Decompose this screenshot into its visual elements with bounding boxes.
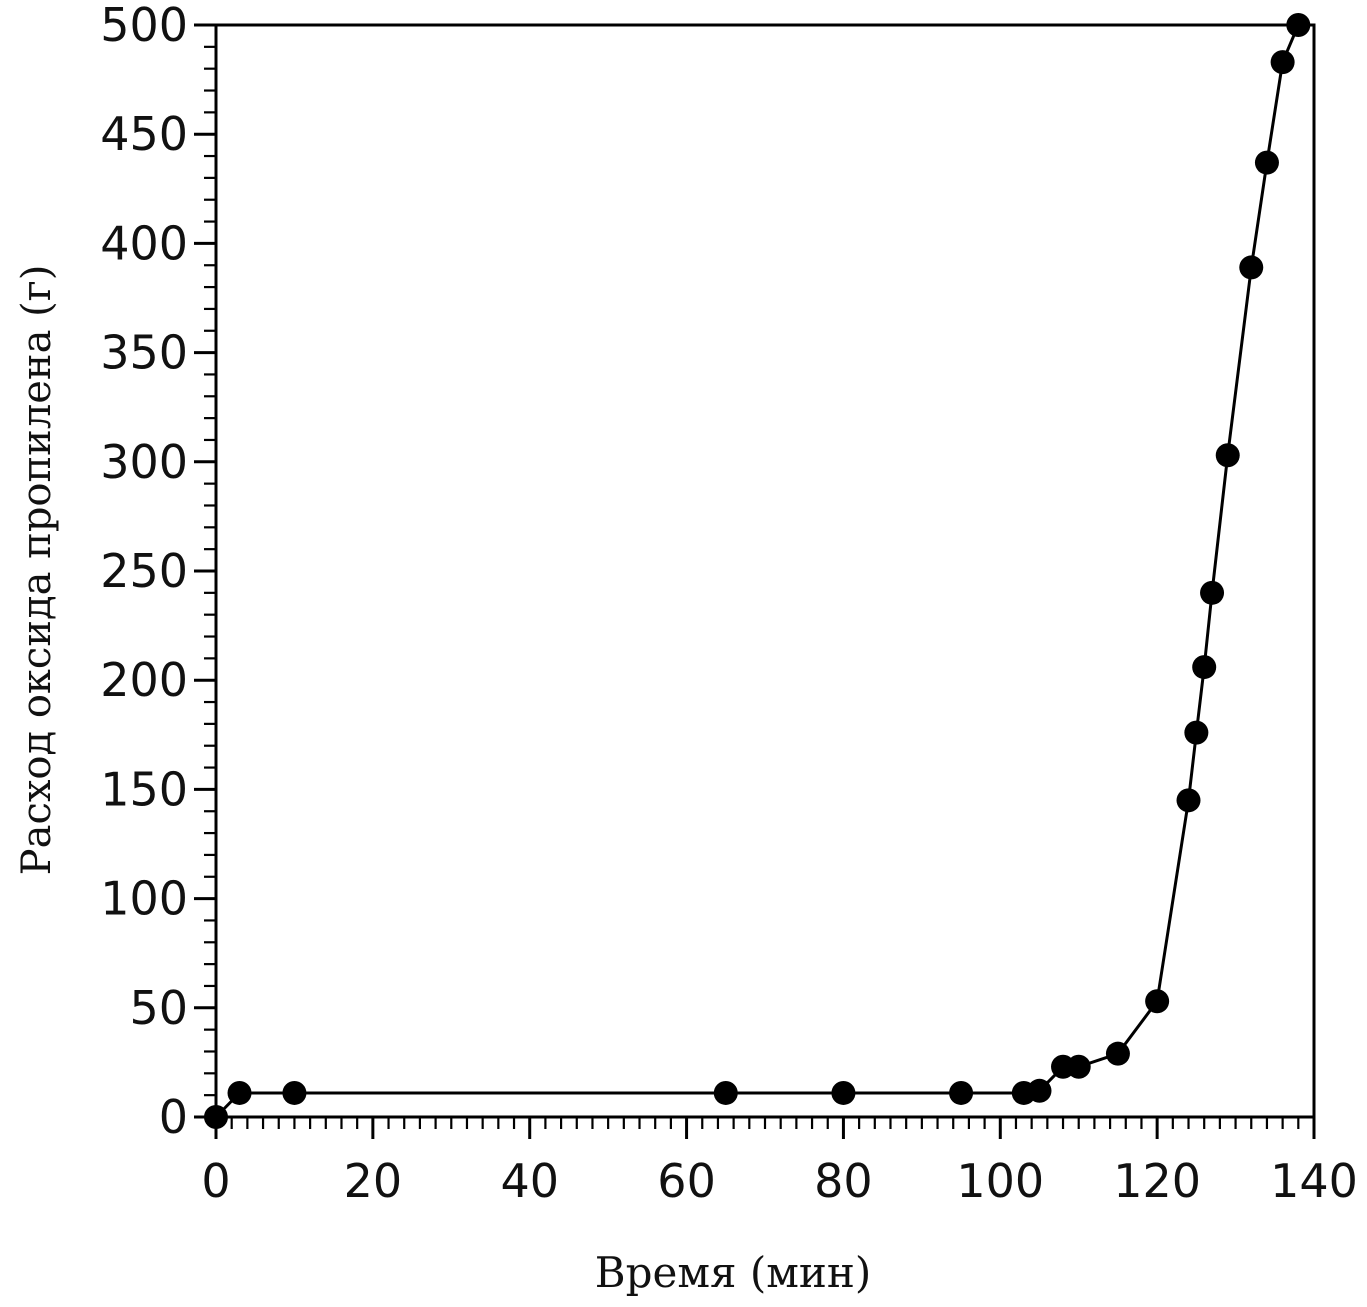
data-point	[1239, 255, 1263, 279]
plot-frame	[216, 25, 1314, 1117]
x-tick-label: 20	[344, 1154, 403, 1208]
data-point	[1286, 13, 1310, 37]
x-tick-label: 120	[1113, 1154, 1201, 1208]
data-point	[204, 1105, 228, 1129]
y-tick-label: 350	[100, 326, 188, 380]
x-tick-label: 0	[201, 1154, 230, 1208]
data-point	[1192, 655, 1216, 679]
y-tick-label: 100	[100, 872, 188, 926]
x-tick-label: 40	[500, 1154, 559, 1208]
x-tick-label: 140	[1270, 1154, 1358, 1208]
data-point	[1255, 151, 1279, 175]
data-point	[1177, 788, 1201, 812]
x-axis-title: Время (мин)	[595, 1248, 872, 1297]
y-tick-label: 500	[100, 0, 188, 52]
x-tick-label: 80	[814, 1154, 873, 1208]
x-tick-label: 60	[657, 1154, 716, 1208]
data-point	[1271, 50, 1295, 74]
data-point	[1106, 1042, 1130, 1066]
x-tick-label: 100	[956, 1154, 1044, 1208]
y-tick-label: 250	[100, 544, 188, 598]
y-tick-label: 300	[100, 435, 188, 489]
data-point	[228, 1081, 252, 1105]
data-point	[831, 1081, 855, 1105]
data-point	[1067, 1055, 1091, 1079]
data-point	[1200, 581, 1224, 605]
data-point	[1216, 443, 1240, 467]
data-point	[949, 1081, 973, 1105]
y-tick-label: 400	[100, 216, 188, 270]
y-tick-label: 200	[100, 653, 188, 707]
data-point	[1145, 989, 1169, 1013]
y-axis-title: Расход оксида пропилена (г)	[14, 265, 60, 876]
series-line	[216, 25, 1298, 1117]
data-point	[1184, 721, 1208, 745]
data-point	[1028, 1079, 1052, 1103]
y-tick-label: 450	[100, 107, 188, 161]
y-tick-label: 150	[100, 762, 188, 816]
y-tick-label: 0	[159, 1090, 188, 1144]
data-point	[714, 1081, 738, 1105]
y-tick-label: 50	[129, 981, 188, 1035]
data-point	[282, 1081, 306, 1105]
